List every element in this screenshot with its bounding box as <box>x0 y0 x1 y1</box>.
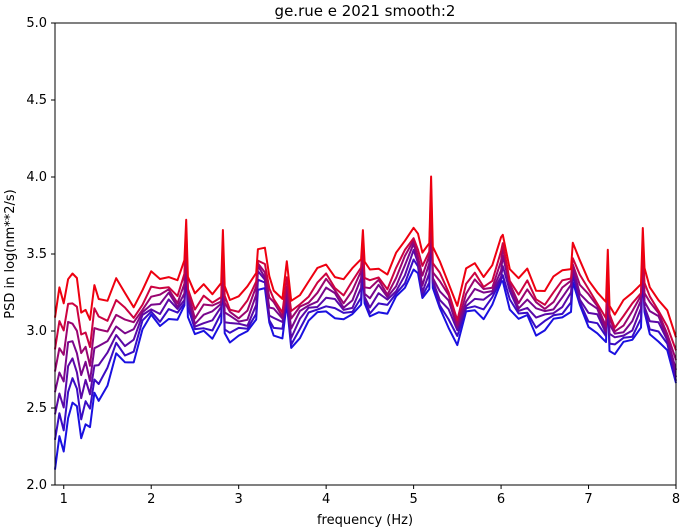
y-tick-label: 2.5 <box>26 401 47 416</box>
series-layer <box>54 175 677 470</box>
chart-title: ge.rue e 2021 smooth:2 <box>275 2 456 20</box>
psd-series-line-7 <box>54 175 677 338</box>
psd-series-line-5 <box>54 190 677 372</box>
x-tick-label: 8 <box>672 492 680 507</box>
x-tick-label: 2 <box>147 492 155 507</box>
x-tick-label: 7 <box>584 492 592 507</box>
psd-series-line-6 <box>54 187 677 351</box>
psd-series-line-4 <box>54 193 677 393</box>
y-tick-label: 3.0 <box>26 324 47 339</box>
y-tick-label: 3.5 <box>26 247 47 262</box>
y-tick-label: 5.0 <box>26 16 47 31</box>
y-axis-title: PSD in log(nm**2/s) <box>3 189 18 319</box>
psd-series-line-1 <box>54 215 677 470</box>
x-tick-label: 5 <box>409 492 417 507</box>
x-axis: 1 2 3 4 5 6 7 8 <box>60 485 680 507</box>
y-tick-label: 2.0 <box>26 478 47 493</box>
x-tick-label: 1 <box>60 492 68 507</box>
y-tick-label: 4.0 <box>26 170 47 185</box>
y-tick-label: 4.5 <box>26 93 47 108</box>
x-tick-label: 6 <box>497 492 505 507</box>
x-tick-label: 4 <box>322 492 330 507</box>
y-axis: 2.0 2.5 3.0 3.5 4.0 4.5 5.0 <box>26 16 55 493</box>
x-axis-title: frequency (Hz) <box>317 513 413 528</box>
x-tick-label: 3 <box>235 492 243 507</box>
